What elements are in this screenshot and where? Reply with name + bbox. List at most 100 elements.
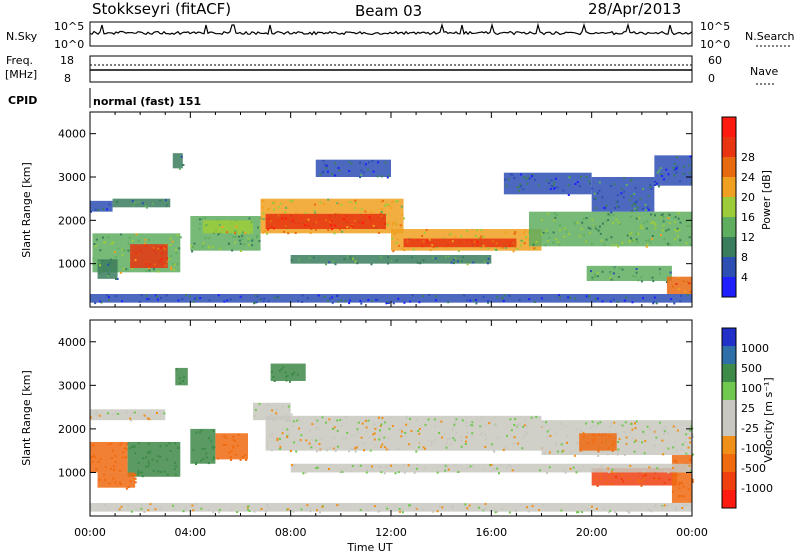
power-speckle — [549, 188, 552, 190]
velocity-speckle — [479, 433, 482, 436]
power-speckle — [675, 167, 677, 170]
velocity-speckle — [375, 445, 378, 448]
velocity-speckle — [441, 436, 444, 439]
power-speckle — [593, 198, 596, 201]
velocity-speckle — [308, 442, 311, 445]
power-speckle — [148, 267, 150, 270]
power-speckle — [261, 200, 264, 203]
power-speckle — [445, 255, 447, 258]
power-speckle — [106, 208, 108, 211]
power-speckle — [171, 240, 174, 243]
power-speckle — [522, 188, 525, 191]
velocity-speckle — [360, 436, 363, 439]
velocity-speckle — [361, 422, 364, 425]
velocity-speckle — [296, 373, 299, 376]
velocity-speckle — [436, 471, 439, 474]
velocity-speckle — [218, 511, 221, 514]
velocity-speckle — [460, 439, 463, 442]
velocity-speckle — [364, 419, 367, 422]
power-speckle — [185, 294, 188, 296]
velocity-speckle — [611, 468, 614, 471]
velocity-speckle — [233, 440, 236, 443]
velocity-speckle — [606, 449, 609, 452]
power-speckle — [273, 200, 276, 203]
power-speckle — [360, 169, 363, 172]
power-speckle — [315, 228, 317, 231]
velocity-speckle — [217, 457, 219, 460]
velocity-speckle — [675, 426, 677, 429]
power-speckle — [257, 226, 260, 229]
velocity-speckle — [549, 434, 552, 437]
power-speckle — [145, 294, 148, 297]
velocity-speckle — [293, 464, 296, 467]
velocity-speckle — [287, 405, 290, 408]
power-speckle — [338, 228, 341, 231]
power-speckle — [604, 206, 607, 209]
velocity-speckle — [494, 511, 497, 514]
power-speckle — [520, 185, 522, 188]
power-speckle — [269, 220, 272, 223]
power-speckle — [248, 217, 251, 220]
power-speckle — [321, 171, 324, 174]
velocity-speckle — [125, 448, 128, 451]
velocity-echo-region — [270, 363, 306, 381]
power-speckle — [191, 250, 194, 253]
velocity-speckle — [621, 474, 624, 476]
power-speckle — [134, 259, 137, 262]
power-speckle — [651, 276, 654, 279]
velocity-speckle — [642, 430, 645, 433]
power-speckle — [565, 230, 568, 233]
velocity-speckle — [454, 421, 457, 424]
velocity-speckle — [441, 506, 444, 509]
power-speckle — [556, 214, 559, 217]
velocity-speckle — [498, 472, 500, 475]
power-speckle — [487, 300, 489, 303]
velocity-speckle — [415, 467, 418, 470]
power-speckle — [388, 205, 391, 207]
velocity-speckle — [634, 427, 637, 429]
velocity-speckle — [91, 456, 93, 458]
power-speckle — [591, 276, 594, 279]
power-speckle — [690, 243, 693, 246]
power-speckle — [532, 243, 535, 246]
power-speckle — [642, 222, 645, 225]
velocity-speckle — [506, 434, 508, 437]
velocity-speckle — [678, 482, 681, 485]
power-speckle — [247, 237, 250, 240]
velocity-speckle — [310, 446, 313, 449]
velocity-speckle — [108, 482, 111, 485]
power-speckle — [265, 229, 268, 232]
power-speckle — [665, 229, 668, 232]
power-speckle — [211, 245, 214, 248]
velocity-speckle — [315, 439, 318, 442]
velocity-speckle — [592, 440, 595, 443]
velocity-speckle — [675, 507, 678, 510]
power-speckle — [368, 161, 370, 164]
velocity-speckle — [151, 458, 154, 461]
power-speckle — [531, 175, 533, 178]
velocity-speckle — [680, 482, 683, 484]
velocity-speckle — [157, 470, 160, 473]
power-speckle — [127, 242, 130, 245]
power-speckle — [672, 167, 675, 169]
velocity-speckle — [446, 438, 449, 441]
velocity-speckle — [179, 381, 182, 384]
power-speckle — [563, 235, 566, 238]
power-speckle — [390, 207, 393, 210]
power-speckle — [362, 171, 365, 174]
velocity-speckle — [587, 508, 589, 511]
velocity-speckle — [466, 466, 469, 469]
power-speckle — [337, 203, 340, 205]
velocity-speckle — [244, 454, 247, 457]
power-speckle — [384, 222, 387, 225]
power-speckle — [276, 295, 279, 298]
power-speckle — [127, 249, 130, 252]
velocity-speckle — [662, 453, 665, 456]
velocity-speckle — [484, 507, 487, 510]
velocity-speckle — [403, 471, 406, 474]
power-speckle — [449, 233, 451, 236]
velocity-speckle — [299, 427, 302, 430]
velocity-speckle — [316, 509, 318, 512]
power-speckle — [682, 165, 685, 168]
power-speckle — [682, 280, 685, 283]
